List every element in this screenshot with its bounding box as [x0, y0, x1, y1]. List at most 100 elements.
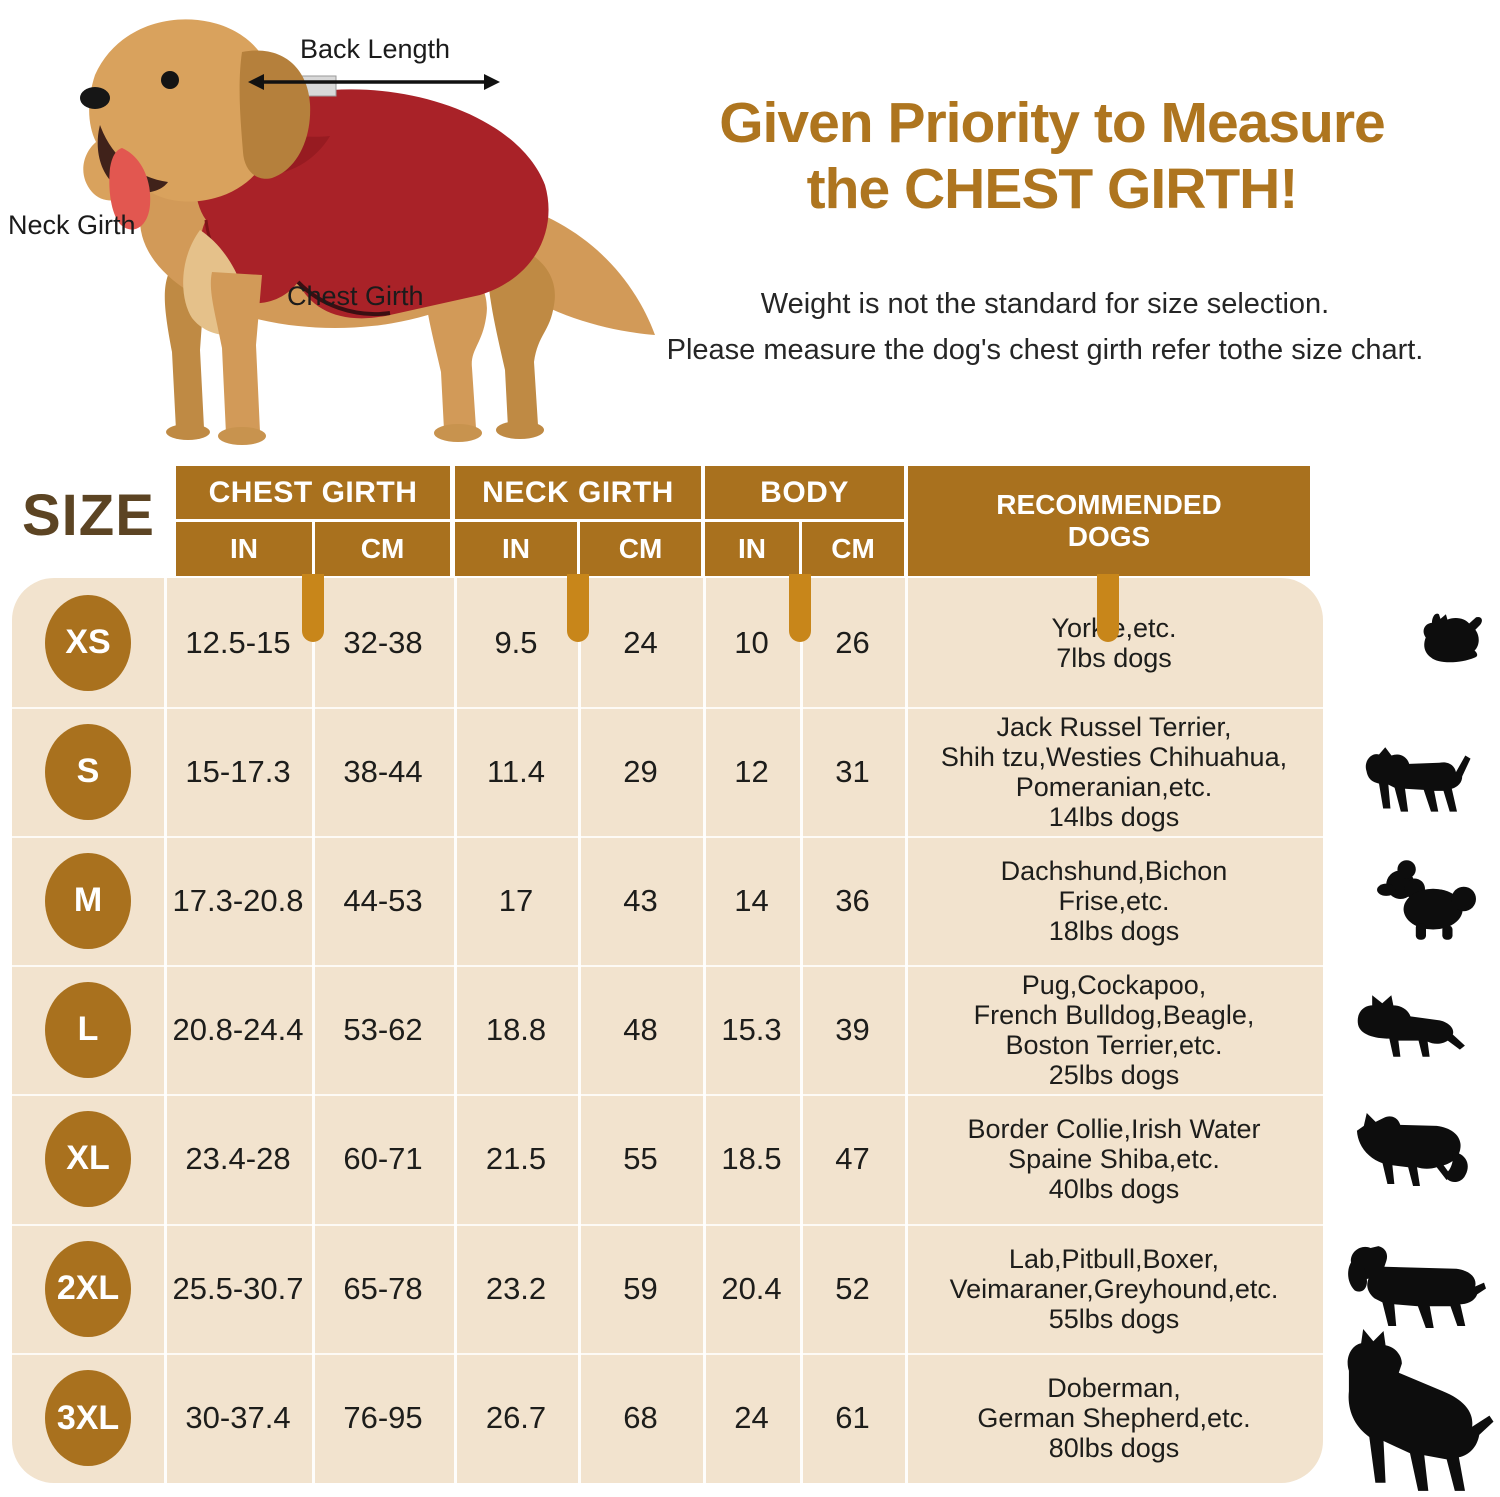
row-divider — [12, 707, 1323, 709]
3xl-body-in: 24 — [734, 1400, 769, 1435]
header-peg — [567, 574, 589, 642]
s-body-cm: 31 — [835, 753, 870, 789]
header-neck-cm: CM — [580, 522, 701, 576]
rec-line: 80lbs dogs — [1048, 1433, 1180, 1463]
back-length-arrow — [248, 74, 500, 90]
rec-line: German Shepherd,etc. — [977, 1403, 1251, 1433]
m-chest-in: 17.3-20.8 — [172, 882, 304, 918]
column-divider — [703, 578, 706, 1483]
table-row-xs: XS 12.5-15 32-38 9.5 24 10 26 Yorkie,etc… — [12, 578, 1323, 707]
s-chest-in: 15-17.3 — [185, 753, 291, 789]
rec-line: Dachshund,Bichon — [1000, 855, 1228, 886]
nose-shape — [80, 87, 110, 109]
xs-chest-cm: 32-38 — [343, 624, 423, 660]
rec-line: Jack Russel Terrier, — [996, 711, 1232, 742]
l-neck-cm: 48 — [623, 1011, 658, 1047]
xl-neck-cm: 55 — [623, 1140, 658, 1176]
table-row-s: S 15-17.3 38-44 11.4 29 12 31 Jack Russe… — [12, 707, 1323, 836]
row-divider — [12, 1094, 1323, 1096]
l-chest-cm: 53-62 — [343, 1011, 423, 1047]
xl-body-in: 18.5 — [721, 1140, 782, 1176]
header-body-cm: CM — [802, 522, 904, 576]
m-chest-cm: 44-53 — [343, 882, 423, 918]
column-divider — [454, 578, 457, 1483]
rec-line: 14lbs dogs — [1048, 801, 1180, 832]
row-divider — [12, 1353, 1323, 1355]
size-badge-xl: XL — [45, 1110, 131, 1207]
rec-line: French Bulldog,Beagle, — [973, 999, 1255, 1030]
header-recommended-line2: DOGS — [1067, 521, 1151, 552]
xs-body-cm: 26 — [835, 624, 870, 660]
neck-girth-label: Neck Girth — [8, 210, 136, 240]
column-divider — [312, 578, 315, 1483]
yorkie-silhouette-icon — [1423, 613, 1482, 663]
page-title-line1: Given Priority to Measure — [719, 91, 1386, 155]
header-chest-girth: CHEST GIRTH — [176, 466, 450, 519]
size-badge-2xl: 2XL — [45, 1240, 131, 1337]
page-subtitle: Weight is not the standard for size sele… — [600, 281, 1490, 373]
bichon-silhouette-icon — [1377, 860, 1476, 940]
back-length-label: Back Length — [299, 34, 451, 64]
table-row-2xl: 2XL 25.5-30.7 65-78 23.2 59 20.4 52 Lab,… — [12, 1224, 1323, 1353]
column-divider — [800, 578, 803, 1483]
rec-line: Veimaraner,Greyhound,etc. — [949, 1273, 1279, 1304]
s-body-in: 12 — [734, 753, 769, 789]
row-divider — [12, 836, 1323, 838]
size-badge-xs: XS — [45, 594, 131, 691]
2xl-body-in: 20.4 — [721, 1270, 782, 1306]
xl-chest-cm: 60-71 — [343, 1140, 423, 1176]
page-subtitle-line1: Weight is not the standard for size sele… — [760, 288, 1330, 320]
l-neck-in: 18.8 — [485, 1011, 547, 1047]
tongue-shape — [109, 148, 151, 230]
2xl-neck-cm: 59 — [623, 1270, 658, 1306]
header-neck-in: IN — [455, 522, 577, 576]
3xl-chest-in: 30-37.4 — [185, 1400, 291, 1435]
rec-line: Shih tzu,Westies Chihuahua, — [940, 741, 1288, 772]
3xl-neck-cm: 68 — [623, 1400, 658, 1435]
l-body-in: 15.3 — [721, 1011, 782, 1047]
rec-line: Pug,Cockapoo, — [1021, 969, 1207, 1000]
rec-line: 7lbs dogs — [1056, 642, 1172, 673]
header-peg — [789, 574, 811, 642]
s-recommended-dogs: Jack Russel Terrier, Shih tzu,Westies Ch… — [941, 712, 1287, 832]
l-recommended-dogs: Pug,Cockapoo, French Bulldog,Beagle, Bos… — [974, 970, 1255, 1090]
header-chest-in: IN — [176, 522, 312, 576]
rec-line: 55lbs dogs — [1048, 1303, 1180, 1334]
rec-line: 18lbs dogs — [1048, 915, 1180, 946]
header-peg — [1097, 574, 1119, 642]
3xl-neck-in: 26.7 — [485, 1400, 547, 1435]
header-body-in: IN — [705, 522, 799, 576]
rec-line: Frise,etc. — [1058, 885, 1170, 916]
size-column-header: SIZE — [22, 483, 155, 548]
s-chest-cm: 38-44 — [343, 753, 423, 789]
table-row-3xl: 3XL 30-37.4 76-95 26.7 68 24 61 Doberman… — [12, 1353, 1323, 1483]
m-neck-in: 17 — [498, 882, 534, 918]
xs-body-in: 10 — [734, 624, 769, 660]
2xl-recommended-dogs: Lab,Pitbull,Boxer, Veimaraner,Greyhound,… — [950, 1244, 1279, 1334]
row-divider — [12, 965, 1323, 967]
doberman-silhouette-icon — [1347, 1329, 1494, 1491]
header-neck-girth: NECK GIRTH — [455, 466, 701, 519]
column-divider — [164, 578, 167, 1483]
rec-line: Lab,Pitbull,Boxer, — [1008, 1243, 1220, 1274]
l-chest-in: 20.8-24.4 — [172, 1011, 304, 1047]
spaniel-silhouette-icon — [1348, 1246, 1486, 1328]
table-row-m: M 17.3-20.8 44-53 17 43 14 36 Dachshund,… — [12, 836, 1323, 965]
m-body-cm: 36 — [835, 882, 870, 918]
xl-recommended-dogs: Border Collie,Irish Water Spaine Shiba,e… — [967, 1114, 1260, 1204]
header-chest-cm: CM — [315, 522, 450, 576]
rec-line: Border Collie,Irish Water — [967, 1113, 1261, 1144]
xl-neck-in: 21.5 — [485, 1140, 547, 1176]
eye-shape — [161, 71, 179, 89]
3xl-body-cm: 61 — [835, 1400, 870, 1435]
rec-line: Boston Terrier,etc. — [1005, 1029, 1223, 1060]
3xl-recommended-dogs: Doberman, German Shepherd,etc. 80lbs dog… — [977, 1373, 1250, 1463]
size-badge-l: L — [45, 981, 131, 1078]
chest-girth-label: Chest Girth — [287, 281, 424, 311]
jack-russell-silhouette-icon — [1365, 747, 1471, 812]
french-bulldog-silhouette-icon — [1357, 995, 1465, 1057]
header-peg — [302, 574, 324, 642]
rec-line: Pomeranian,etc. — [1015, 771, 1213, 802]
s-neck-in: 11.4 — [486, 753, 546, 789]
header-body: BODY — [705, 466, 904, 519]
